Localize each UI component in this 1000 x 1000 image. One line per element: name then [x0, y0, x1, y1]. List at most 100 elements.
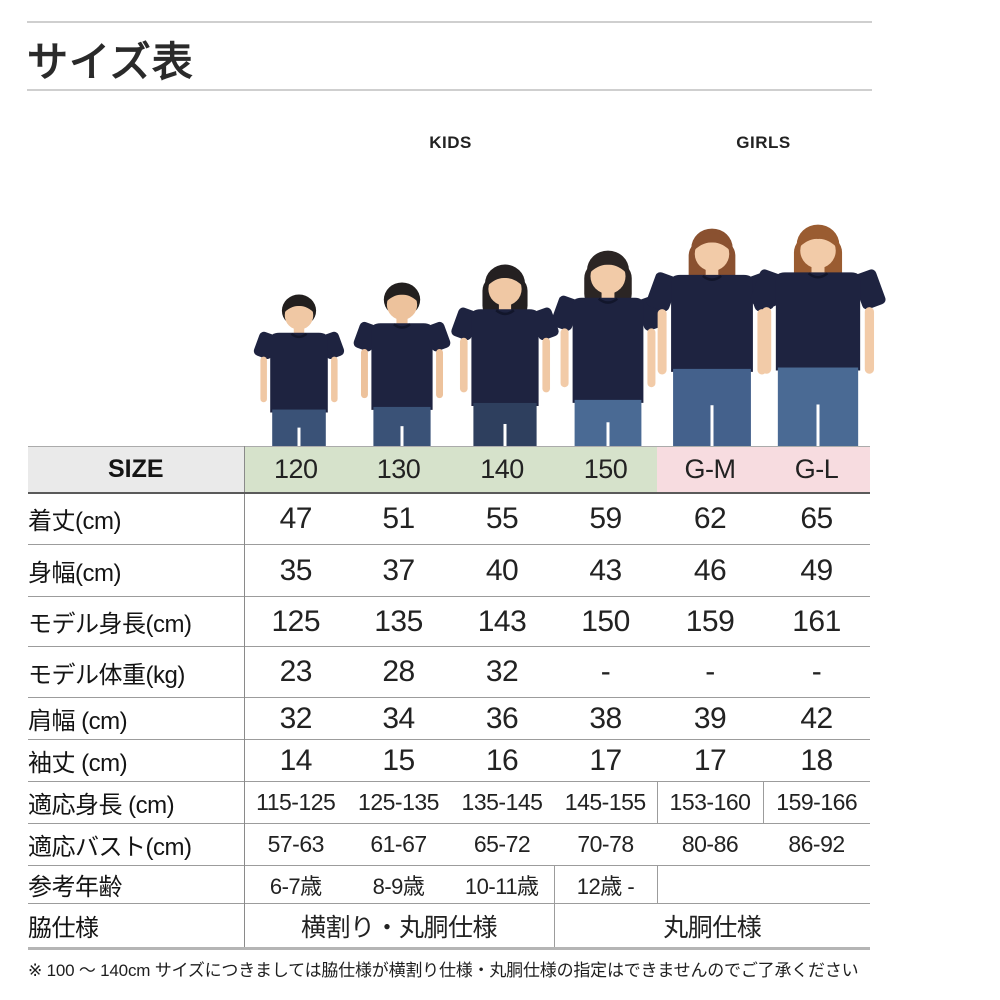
- value-cell: 32: [279, 701, 313, 735]
- row-label: モデル体重(kg): [28, 646, 245, 698]
- value-cell: 70-78: [577, 831, 634, 857]
- size-cell-2: 140: [450, 446, 554, 493]
- row-label: モデル身長(cm): [28, 596, 245, 647]
- table-row: 肩幅 (cm) 32 34 36 38 39 42: [28, 697, 870, 740]
- value-cell: 115-125: [256, 789, 336, 815]
- value-cell: 135: [374, 604, 423, 638]
- value-cell: 47: [279, 501, 313, 535]
- model-photo-130: [353, 282, 451, 446]
- span-cell: 丸胴仕様: [553, 903, 870, 949]
- model-photo-GL: [750, 224, 886, 446]
- group-header-kids: KIDS: [244, 131, 657, 154]
- table-row: 適応バスト(cm) 57-63 61-67 65-72 70-78 80-86 86-92: [28, 823, 870, 866]
- table-row: 脇仕様 横割り・丸胴仕様 丸胴仕様: [28, 903, 870, 949]
- value-cell: 36: [485, 701, 519, 735]
- value-cell: 59: [589, 501, 622, 535]
- value-cell: 135-145: [461, 789, 543, 815]
- value-cell: [657, 866, 763, 904]
- kids-label: KIDS: [429, 132, 472, 152]
- value-cell: 6-7歳: [269, 873, 322, 899]
- value-cell: -: [811, 655, 822, 688]
- model-photo-120: [253, 294, 345, 446]
- value-cell: -: [705, 655, 715, 688]
- value-cell: 38: [589, 701, 622, 735]
- row-label: 袖丈 (cm): [28, 739, 245, 782]
- value-cell: 49: [800, 553, 833, 587]
- value-cell: 34: [382, 701, 415, 735]
- value-cell: 159-166: [762, 781, 870, 824]
- value-cell: 23: [279, 655, 313, 688]
- value-cell: 80-86: [681, 831, 739, 857]
- value-cell: 143: [477, 604, 527, 638]
- value-cell: 35: [279, 553, 313, 587]
- value-cell: 16: [485, 743, 519, 777]
- table-row: 着丈(cm) 47 51 55 59 62 65: [28, 492, 870, 545]
- size-cell-0: 120: [244, 446, 347, 493]
- row-label: 着丈(cm): [28, 492, 245, 545]
- value-cell: 14: [279, 743, 313, 777]
- size-header-label: SIZE: [28, 446, 245, 493]
- value-cell: 125: [271, 604, 321, 638]
- value-cell: 17: [589, 743, 622, 777]
- row-label: 肩幅 (cm): [28, 697, 245, 740]
- value-cell: 28: [382, 655, 415, 688]
- table-row: モデル体重(kg) 23 28 32 - - -: [28, 646, 870, 698]
- group-header-girls: GIRLS: [657, 131, 870, 154]
- value-cell: 40: [485, 553, 519, 587]
- size-cell-4: G-M: [657, 446, 763, 493]
- row-label: 参考年齢: [28, 865, 245, 904]
- value-cell: 161: [792, 604, 841, 638]
- value-cell: 55: [485, 501, 519, 535]
- size-cell-5: G-L: [763, 446, 870, 493]
- value-cell: 62: [693, 501, 727, 535]
- value-cell: 65: [800, 501, 833, 535]
- value-cell: 125-135: [358, 789, 439, 815]
- model-photo-140: [451, 264, 559, 446]
- value-cell: 15: [382, 743, 415, 777]
- value-cell: 150: [581, 604, 630, 638]
- value-cell: 17: [693, 743, 727, 777]
- table-row: モデル身長(cm) 125 135 143 150 159 161: [28, 596, 870, 647]
- value-cell: 10-11歳: [464, 873, 539, 899]
- row-label: 脇仕様: [28, 903, 245, 949]
- model-photo-150: [550, 250, 666, 446]
- value-cell: 65-72: [473, 831, 531, 857]
- row-label: 適応バスト(cm): [28, 823, 245, 866]
- size-cell-3: 150: [554, 446, 657, 493]
- value-cell: 86-92: [788, 831, 845, 857]
- size-cell-1: 130: [347, 446, 450, 493]
- value-cell: 39: [693, 701, 727, 735]
- value-cell: [763, 866, 870, 904]
- page-title: サイズ表: [27, 39, 194, 85]
- value-cell: 57-63: [267, 831, 325, 857]
- span-cell: 横割り・丸胴仕様: [300, 913, 498, 942]
- value-cell: 51: [382, 501, 415, 535]
- value-cell: 43: [589, 553, 622, 587]
- table-row: 適応身長 (cm) 115-125 125-135 135-145 145-155 153…: [28, 781, 870, 824]
- top-divider: [27, 21, 872, 23]
- table-row: 身幅(cm) 35 37 40 43 46 49: [28, 544, 870, 597]
- value-cell: 37: [382, 553, 415, 587]
- row-label: 身幅(cm): [28, 544, 245, 597]
- row-label: 適応身長 (cm): [28, 781, 245, 824]
- table-row: 参考年齢 6-7歳 8-9歳 10-11歳 12歳 -: [28, 865, 870, 904]
- value-cell: 8-9歳: [372, 873, 425, 899]
- value-cell: 159: [685, 604, 735, 638]
- value-cell: 12歳 -: [553, 865, 658, 904]
- value-cell: 61-67: [370, 831, 427, 857]
- value-cell: -: [600, 655, 611, 688]
- footnote: ※ 100 ～ 140cm サイズにつきましては脇仕様が横割り仕様・丸胴仕様の指…: [28, 961, 859, 980]
- model-photo-GM: [646, 228, 778, 446]
- value-cell: 42: [800, 701, 833, 735]
- size-table: SIZE 120 130 140 150 G-M G-L 着丈(cm) 47 51 55 59 62 65…: [28, 446, 870, 950]
- value-cell: 153-160: [656, 781, 763, 824]
- title-divider: [27, 89, 872, 91]
- girls-label: GIRLS: [736, 132, 791, 152]
- size-header-row: SIZE 120 130 140 150 G-M G-L: [28, 446, 870, 493]
- value-cell: 46: [693, 553, 727, 587]
- table-row: 袖丈 (cm) 14 15 16 17 17 18: [28, 739, 870, 782]
- value-cell: 32: [485, 655, 519, 688]
- value-cell: 145-155: [564, 789, 646, 815]
- value-cell: 18: [800, 743, 833, 777]
